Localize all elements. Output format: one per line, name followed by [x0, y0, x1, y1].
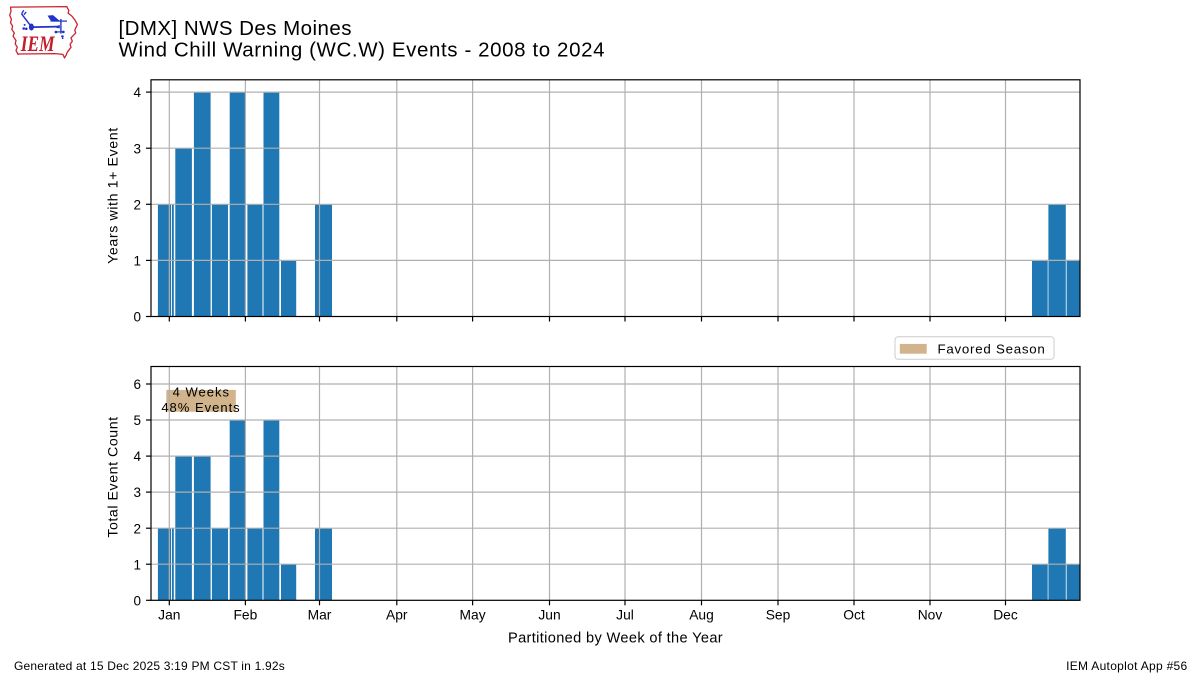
svg-text:6: 6 [133, 377, 141, 392]
svg-text:4: 4 [133, 85, 141, 100]
svg-text:2: 2 [133, 197, 141, 212]
svg-text:3: 3 [133, 141, 141, 156]
svg-text:5: 5 [133, 413, 141, 428]
svg-text:Oct: Oct [843, 607, 865, 622]
svg-text:Sep: Sep [766, 607, 791, 622]
svg-text:IEM Autoplot App #56: IEM Autoplot App #56 [1066, 659, 1187, 673]
svg-text:Wind Chill Warning (WC.W) Even: Wind Chill Warning (WC.W) Events - 2008 … [119, 39, 606, 62]
svg-text:[DMX] NWS Des Moines: [DMX] NWS Des Moines [119, 17, 352, 40]
svg-text:Total Event Count: Total Event Count [106, 416, 122, 537]
svg-text:IEM: IEM [20, 31, 56, 56]
svg-text:0: 0 [133, 593, 141, 608]
svg-text:Generated at 15 Dec 2025 3:19: Generated at 15 Dec 2025 3:19 PM CST in … [14, 659, 285, 673]
svg-text:1: 1 [133, 557, 141, 572]
svg-text:Jun: Jun [538, 607, 560, 622]
svg-text:Apr: Apr [386, 607, 408, 622]
svg-text:4: 4 [133, 449, 141, 464]
svg-text:Nov: Nov [918, 607, 943, 622]
svg-text:4 Weeks: 4 Weeks [173, 384, 230, 399]
svg-text:2: 2 [133, 521, 141, 536]
svg-text:Partitioned by Week of the Yea: Partitioned by Week of the Year [508, 630, 723, 646]
svg-text:Jul: Jul [616, 607, 634, 622]
svg-text:0: 0 [133, 310, 141, 325]
svg-text:3: 3 [133, 485, 141, 500]
svg-text:Jan: Jan [158, 607, 180, 622]
svg-text:May: May [460, 607, 486, 622]
svg-text:Feb: Feb [234, 607, 258, 622]
svg-text:Years with 1+ Event: Years with 1+ Event [106, 127, 122, 264]
svg-text:Dec: Dec [993, 607, 1018, 622]
svg-text:Aug: Aug [689, 607, 714, 622]
svg-text:Mar: Mar [308, 607, 332, 622]
svg-text:1: 1 [133, 254, 141, 269]
svg-text:Favored Season: Favored Season [938, 342, 1046, 357]
svg-text:48% Events: 48% Events [161, 400, 240, 415]
